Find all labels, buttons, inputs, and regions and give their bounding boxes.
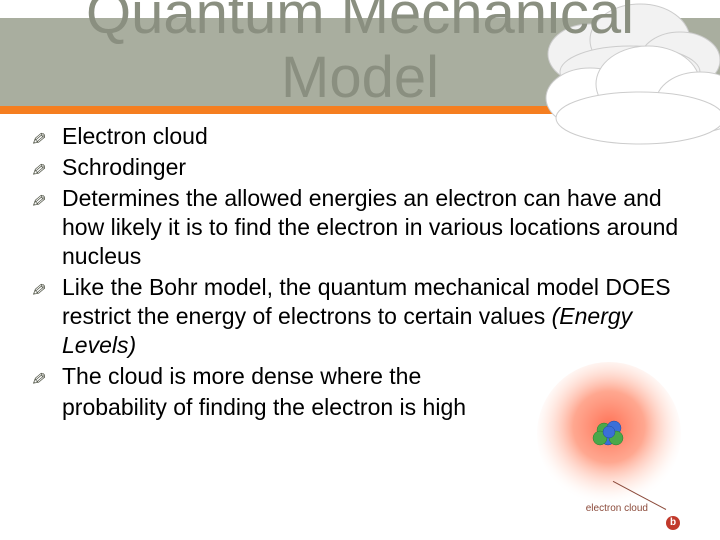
slide-title: Quantum Mechanical Model	[0, 0, 720, 110]
bullet-text: The cloud is more dense where the	[62, 363, 421, 389]
title-line-1: Quantum Mechanical	[86, 0, 634, 46]
list-item: Determines the allowed energies an elect…	[24, 184, 684, 271]
italic-text: (Energy Levels)	[62, 303, 632, 358]
bullet-text: Electron cloud	[62, 123, 208, 149]
figure-badge: b	[666, 516, 680, 530]
figure-label: electron cloud	[586, 503, 648, 514]
list-item: Like the Bohr model, the quantum mechani…	[24, 273, 684, 360]
list-item: Electron cloud	[24, 122, 684, 151]
bullet-text: Schrodinger	[62, 154, 186, 180]
atom-figure	[524, 356, 694, 526]
list-item: Schrodinger	[24, 153, 684, 182]
bullet-text: Determines the allowed energies an elect…	[62, 185, 678, 269]
bullet-text: Like the Bohr model, the quantum mechani…	[62, 274, 671, 358]
title-line-2: Model	[281, 45, 439, 110]
